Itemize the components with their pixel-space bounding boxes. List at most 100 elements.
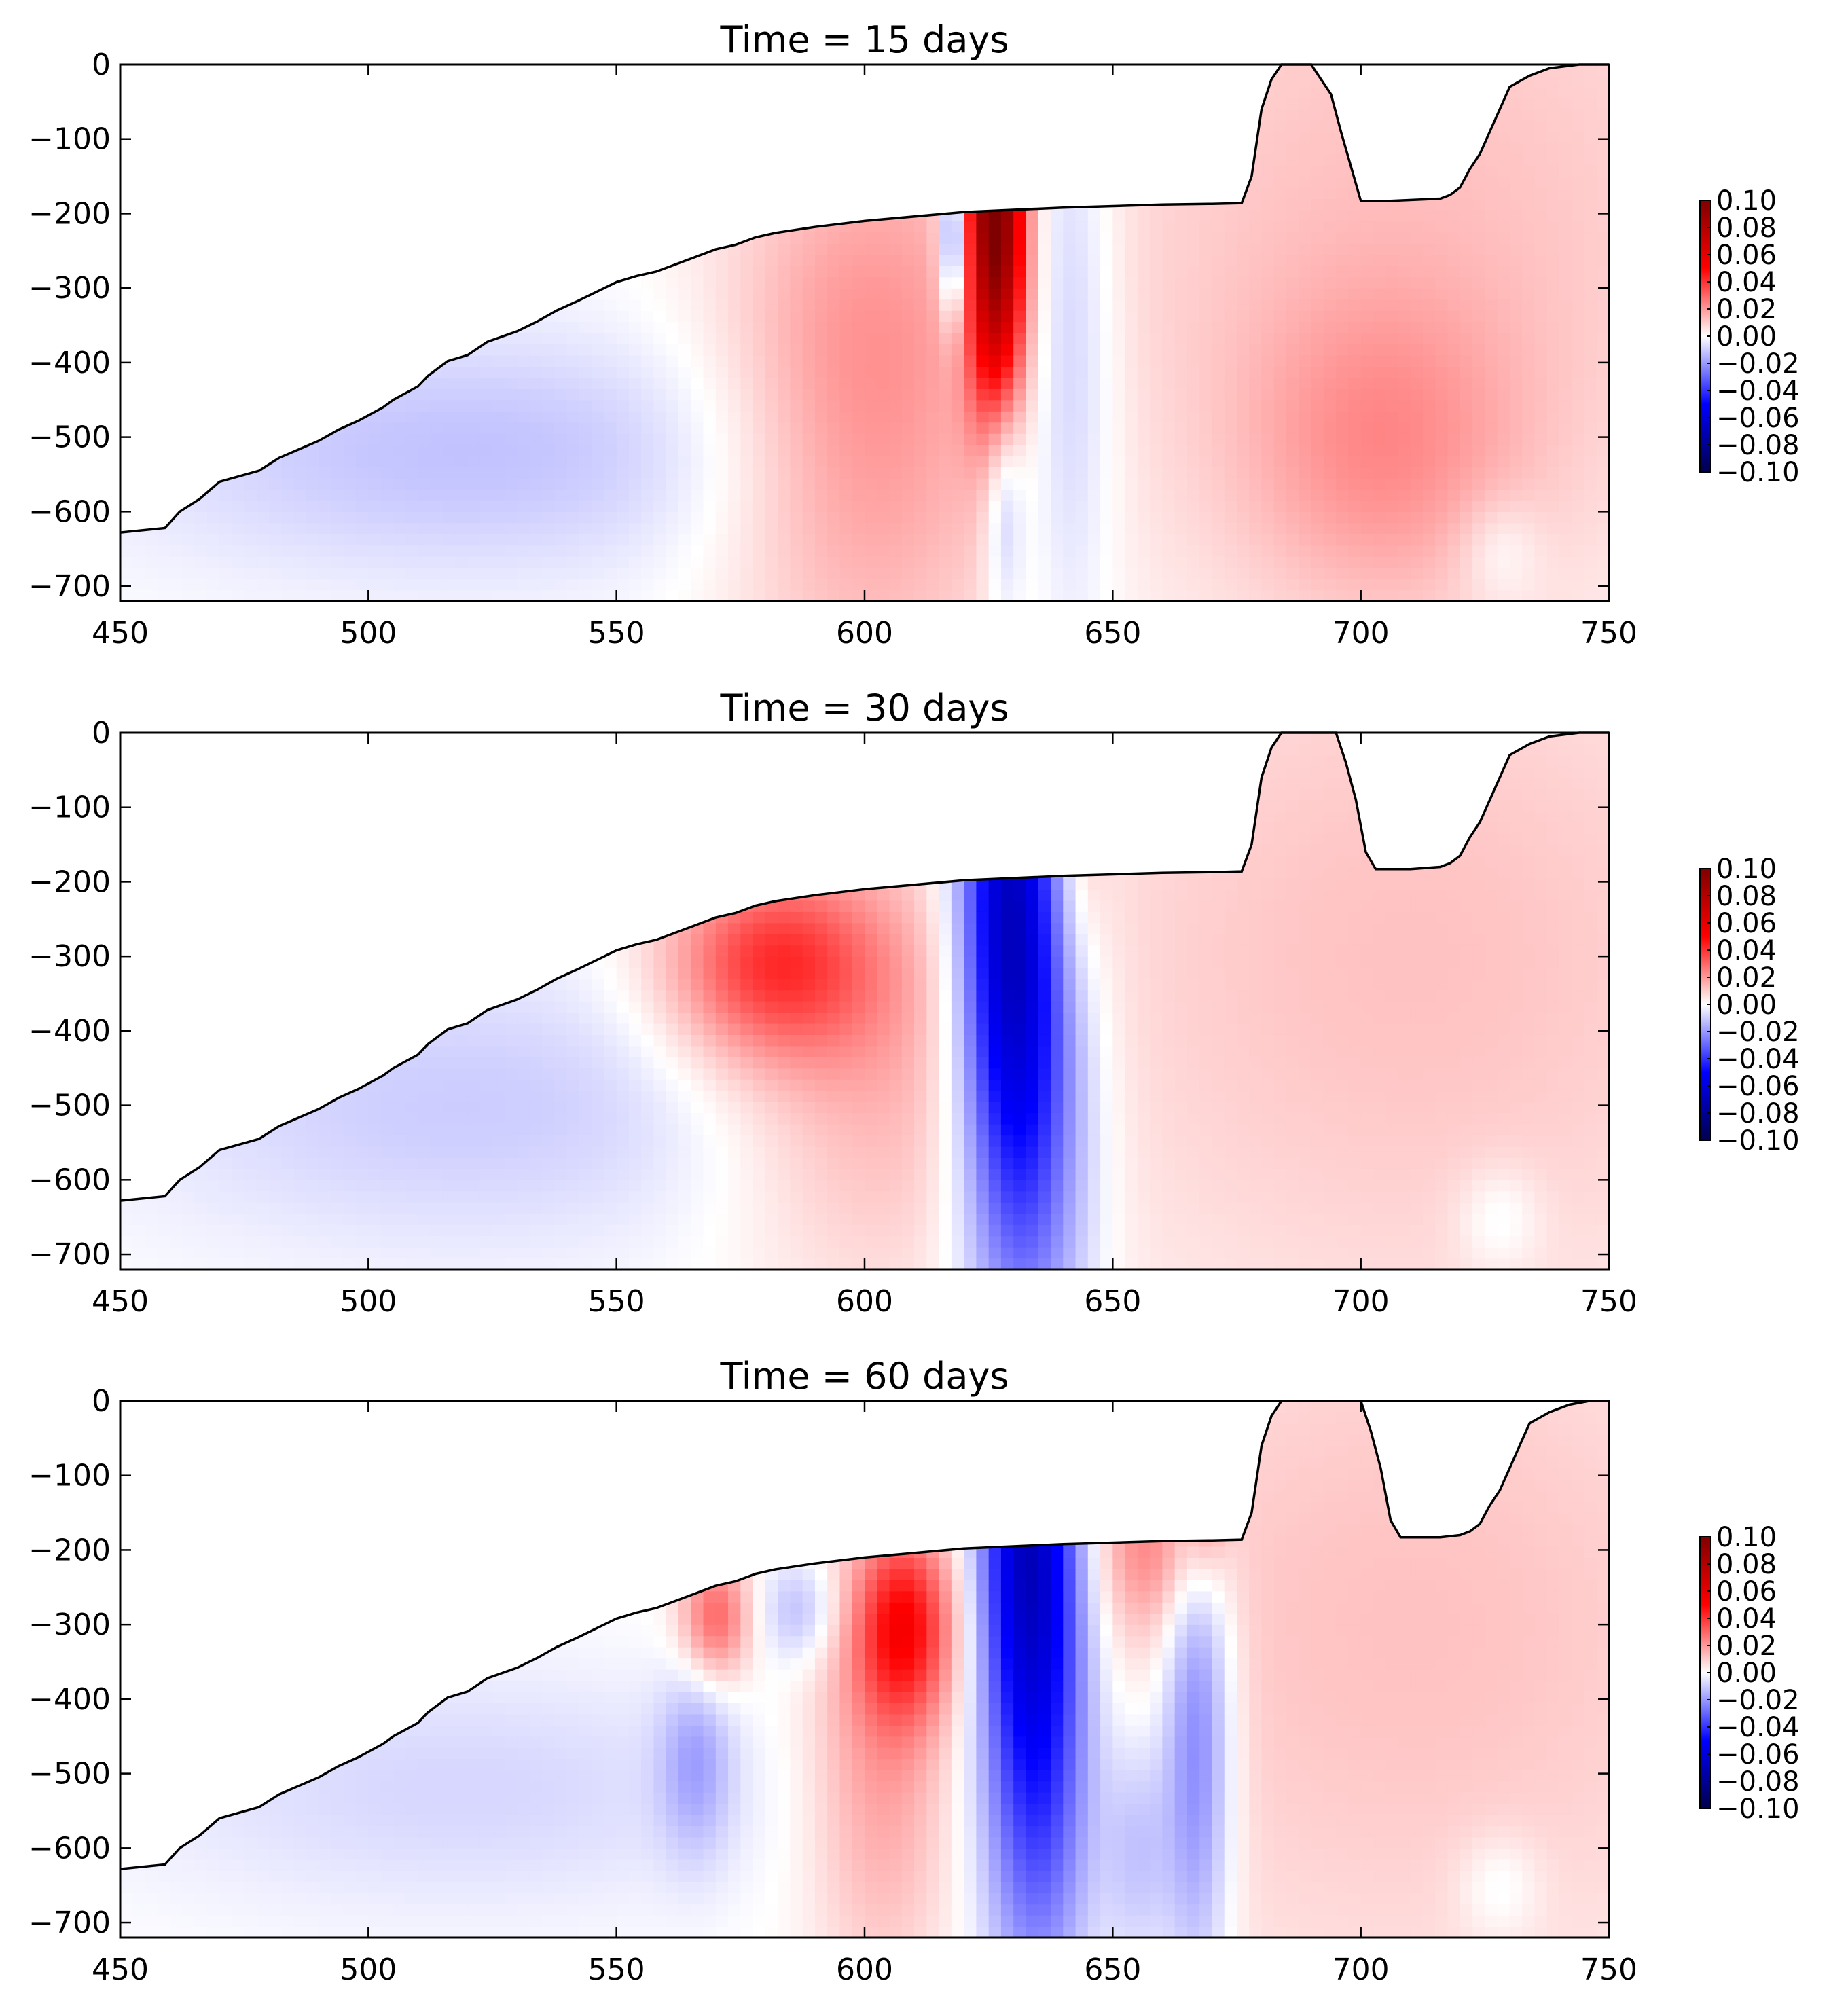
heatmap-cell xyxy=(1026,354,1039,367)
heatmap-cell xyxy=(865,556,877,568)
heatmap-cell xyxy=(778,422,791,434)
heatmap-cell xyxy=(194,75,208,88)
heatmap-cell xyxy=(194,444,208,456)
heatmap-cell xyxy=(1323,500,1337,512)
heatmap-cell xyxy=(939,366,952,378)
heatmap-cell xyxy=(1000,310,1014,323)
heatmap-cell xyxy=(765,545,778,557)
heatmap-cell xyxy=(492,109,505,121)
heatmap-cell xyxy=(1026,143,1039,155)
heatmap-cell xyxy=(467,187,481,200)
heatmap-cell xyxy=(1075,545,1089,557)
heatmap-cell xyxy=(1174,276,1188,289)
heatmap-cell xyxy=(393,433,406,445)
heatmap-cell xyxy=(380,422,394,434)
heatmap-cell xyxy=(579,444,592,456)
heatmap-cell xyxy=(1186,354,1200,367)
heatmap-cell xyxy=(802,109,816,121)
heatmap-cell xyxy=(554,288,568,300)
heatmap-cell xyxy=(479,299,493,311)
heatmap-cell xyxy=(926,321,940,333)
heatmap-cell xyxy=(678,333,691,345)
heatmap-cell xyxy=(542,489,555,501)
heatmap-cell xyxy=(1373,209,1386,222)
heatmap-cell xyxy=(1000,198,1014,211)
heatmap-cell xyxy=(616,153,630,166)
heatmap-cell xyxy=(1261,444,1275,456)
heatmap-cell xyxy=(479,511,493,524)
heatmap-cell xyxy=(293,344,307,356)
heatmap-cell xyxy=(1311,444,1324,456)
heatmap-cell xyxy=(765,98,778,110)
heatmap-cell xyxy=(728,198,741,211)
heatmap-cell xyxy=(1087,321,1101,333)
heatmap-cell xyxy=(293,567,307,579)
heatmap-cell xyxy=(852,534,865,546)
heatmap-cell xyxy=(1100,579,1113,591)
heatmap-cell xyxy=(740,545,754,557)
heatmap-cell xyxy=(343,254,357,266)
heatmap-cell xyxy=(542,209,555,222)
heatmap-cell xyxy=(1336,299,1349,311)
heatmap-cell xyxy=(157,511,170,524)
heatmap-cell xyxy=(455,86,469,98)
heatmap-cell xyxy=(1112,288,1126,300)
heatmap-cell xyxy=(1273,522,1287,534)
heatmap-cell xyxy=(281,354,295,367)
heatmap-cell xyxy=(1150,243,1163,255)
heatmap-cell xyxy=(703,165,717,177)
heatmap-cell xyxy=(666,579,679,591)
heatmap-cell xyxy=(430,143,443,155)
heatmap-cell xyxy=(939,98,952,110)
heatmap-cell xyxy=(1000,153,1014,166)
heatmap-cell xyxy=(1186,534,1200,546)
heatmap-cell xyxy=(194,143,208,155)
heatmap-cell xyxy=(653,176,667,188)
heatmap-cell xyxy=(1360,254,1374,266)
heatmap-cell xyxy=(753,377,766,389)
heatmap-cell xyxy=(517,456,530,468)
heatmap-cell xyxy=(839,388,853,401)
heatmap-cell xyxy=(865,153,877,166)
heatmap-cell xyxy=(1273,567,1287,579)
heatmap-cell xyxy=(219,243,232,255)
heatmap-cell xyxy=(219,333,232,345)
heatmap-cell xyxy=(1112,567,1126,579)
heatmap-cell xyxy=(1286,266,1299,278)
heatmap-cell xyxy=(418,276,431,289)
heatmap-cell xyxy=(293,422,307,434)
heatmap-cell xyxy=(1087,98,1101,110)
heatmap-cell xyxy=(877,456,890,468)
heatmap-cell xyxy=(479,65,493,77)
heatmap-cell xyxy=(319,589,332,601)
heatmap-cell xyxy=(517,131,530,143)
heatmap-cell xyxy=(331,153,344,166)
heatmap-cell xyxy=(1311,388,1324,401)
heatmap-cell xyxy=(492,176,505,188)
heatmap-cell xyxy=(1311,366,1324,378)
heatmap-cell xyxy=(393,522,406,534)
heatmap-cell xyxy=(1087,489,1101,501)
heatmap-cell xyxy=(479,567,493,579)
heatmap-cell xyxy=(170,176,183,188)
heatmap-cell xyxy=(1299,86,1312,98)
heatmap-cell xyxy=(1051,399,1064,412)
heatmap-cell xyxy=(778,310,791,323)
heatmap-cell xyxy=(988,567,1002,579)
heatmap-cell xyxy=(542,344,555,356)
heatmap-cell xyxy=(753,567,766,579)
heatmap-cell xyxy=(182,467,196,479)
heatmap-cell xyxy=(1323,187,1337,200)
heatmap-cell xyxy=(1075,187,1089,200)
heatmap-cell xyxy=(517,143,530,155)
heatmap-cell xyxy=(976,299,990,311)
heatmap-cell xyxy=(331,299,344,311)
heatmap-cell xyxy=(1360,243,1374,255)
heatmap-cell xyxy=(1323,131,1337,143)
heatmap-cell xyxy=(1273,333,1287,345)
heatmap-cell xyxy=(219,221,232,233)
heatmap-cell xyxy=(1237,232,1250,244)
heatmap-cell xyxy=(790,333,803,345)
heatmap-cell xyxy=(492,321,505,333)
heatmap-cell xyxy=(964,176,977,188)
